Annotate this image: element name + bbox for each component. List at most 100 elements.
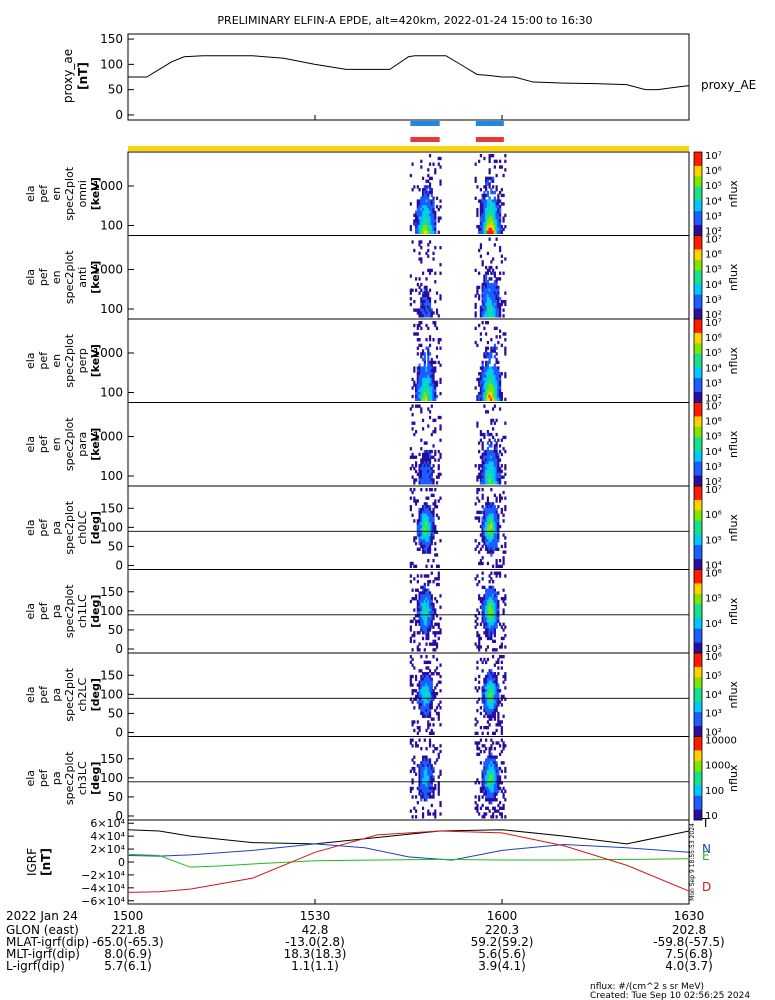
spectrogram-pixel bbox=[495, 305, 498, 309]
spectrogram-pixel bbox=[497, 539, 500, 543]
spectrogram-pixel bbox=[481, 516, 484, 520]
spectrogram-pixel bbox=[497, 530, 500, 534]
spectrogram-pixel bbox=[428, 616, 432, 621]
spectrogram-pixel bbox=[486, 720, 489, 724]
spectrogram-pixel bbox=[493, 694, 496, 699]
spectrogram-pixel bbox=[488, 789, 491, 793]
spectrogram-pixel bbox=[493, 311, 496, 315]
spectrogram-pixel bbox=[421, 783, 425, 788]
spectrogram-pixel bbox=[483, 614, 486, 618]
spectrogram-pixel bbox=[425, 383, 428, 387]
spectrogram-pixel bbox=[483, 657, 486, 662]
spectrogram-pixel bbox=[486, 475, 489, 479]
spectrogram-pixel bbox=[495, 723, 498, 727]
spectrogram-pixel bbox=[437, 711, 440, 716]
spectrogram-pixel bbox=[428, 481, 432, 485]
spectrogram-pixel bbox=[490, 282, 493, 287]
spectrogram-pixel bbox=[420, 605, 423, 609]
spectrogram-pixel bbox=[416, 210, 419, 215]
spectrogram-pixel bbox=[495, 728, 498, 733]
spectrogram-pixel bbox=[423, 441, 426, 445]
igrf-series-line bbox=[127, 853, 690, 868]
spectrogram-pixel bbox=[481, 394, 484, 399]
spectrogram-ylabel: pef bbox=[37, 184, 50, 203]
spectrogram-pixel bbox=[497, 689, 500, 693]
colorbar-tick-label: 100 bbox=[705, 786, 724, 797]
spectrogram-pixel bbox=[423, 380, 426, 384]
spectrogram-pixel bbox=[502, 747, 505, 751]
spectrogram-pixel bbox=[420, 377, 423, 382]
spectrogram-ytick-label: 0 bbox=[115, 559, 123, 573]
spectrogram-pixel bbox=[420, 302, 423, 307]
spectrogram-pixel bbox=[425, 674, 428, 679]
spectrogram-pixel bbox=[490, 466, 493, 471]
spectrogram-pixel bbox=[421, 199, 425, 203]
spectrogram-pixel bbox=[495, 288, 498, 292]
spectrogram-pixel bbox=[486, 680, 489, 684]
spectrogram-pixel bbox=[423, 202, 426, 206]
spectrogram-pixel bbox=[495, 205, 498, 209]
spectrogram-pixel bbox=[478, 686, 481, 690]
spectrogram-pixel bbox=[504, 769, 507, 774]
spectrogram-pixel bbox=[488, 605, 491, 609]
colorbar-segment bbox=[694, 802, 702, 807]
spectrogram-pixel bbox=[427, 391, 430, 396]
spectrogram-pixel bbox=[414, 541, 418, 546]
spectrogram-pixel bbox=[481, 772, 484, 776]
spectrogram-pixel bbox=[427, 352, 430, 356]
spectrogram-pixel bbox=[425, 441, 428, 445]
spectrogram-pixel bbox=[497, 377, 500, 382]
colorbar-segment bbox=[694, 722, 702, 727]
spectrogram-pixel bbox=[425, 608, 428, 612]
spectrogram-pixel bbox=[425, 394, 428, 399]
spectrogram-pixel bbox=[411, 413, 414, 417]
spectrogram-pixel bbox=[474, 340, 477, 345]
spectrogram-pixel bbox=[486, 507, 489, 512]
spectrogram-pixel bbox=[492, 522, 495, 526]
spectrogram-pixel bbox=[423, 582, 426, 587]
spectrogram-pixel bbox=[502, 599, 505, 604]
spectrogram-pixel bbox=[425, 372, 428, 376]
spectrogram-pixel bbox=[502, 219, 505, 223]
spectrogram-pixel bbox=[495, 599, 498, 604]
spectrogram-pixel bbox=[483, 372, 486, 376]
spectrogram-pixel bbox=[486, 219, 489, 223]
spectrogram-pixel bbox=[423, 383, 426, 387]
ae-ylabel: proxy_ae bbox=[61, 49, 75, 103]
spectrogram-pixel bbox=[476, 809, 479, 813]
spectrogram-pixel bbox=[490, 291, 493, 295]
spectrogram-pixel bbox=[502, 308, 505, 312]
spectrogram-pixel bbox=[488, 747, 491, 751]
spectrogram-pixel bbox=[411, 394, 414, 399]
spectrogram-pixel bbox=[483, 714, 486, 718]
spectrogram-pixel bbox=[478, 781, 481, 785]
spectrogram-pixel bbox=[495, 227, 498, 232]
spectrogram-pixel bbox=[418, 469, 421, 474]
spectrogram-pixel bbox=[425, 588, 428, 592]
colorbar-segment bbox=[694, 492, 702, 497]
spectrogram-pixel bbox=[478, 224, 481, 229]
spectrogram-pixel bbox=[425, 672, 428, 676]
spectrogram-pixel bbox=[490, 541, 493, 546]
spectrogram-pixel bbox=[474, 294, 477, 298]
spectrogram-pixel bbox=[493, 792, 496, 796]
spectrogram-pixel bbox=[476, 741, 479, 745]
spectrogram-pixel bbox=[492, 597, 495, 601]
spectrogram-pixel bbox=[495, 775, 498, 779]
spectrogram-pixel bbox=[413, 219, 416, 223]
spectrogram-pixel bbox=[493, 798, 496, 802]
spectrogram-pixel bbox=[492, 591, 495, 595]
spectrogram-pixel bbox=[492, 616, 495, 621]
spectrogram-pixel bbox=[427, 541, 430, 546]
spectrogram-pixel bbox=[418, 240, 421, 244]
spectrogram-pixel bbox=[434, 321, 437, 325]
spectrogram-pixel bbox=[425, 631, 428, 635]
spectrogram-pixel bbox=[418, 594, 421, 598]
colorbar-segment bbox=[694, 468, 702, 473]
spectrogram-pixel bbox=[437, 340, 440, 345]
spectrogram-pixel bbox=[427, 677, 430, 682]
spectrogram-pixel bbox=[428, 738, 432, 742]
spectrogram-pixel bbox=[423, 466, 426, 471]
